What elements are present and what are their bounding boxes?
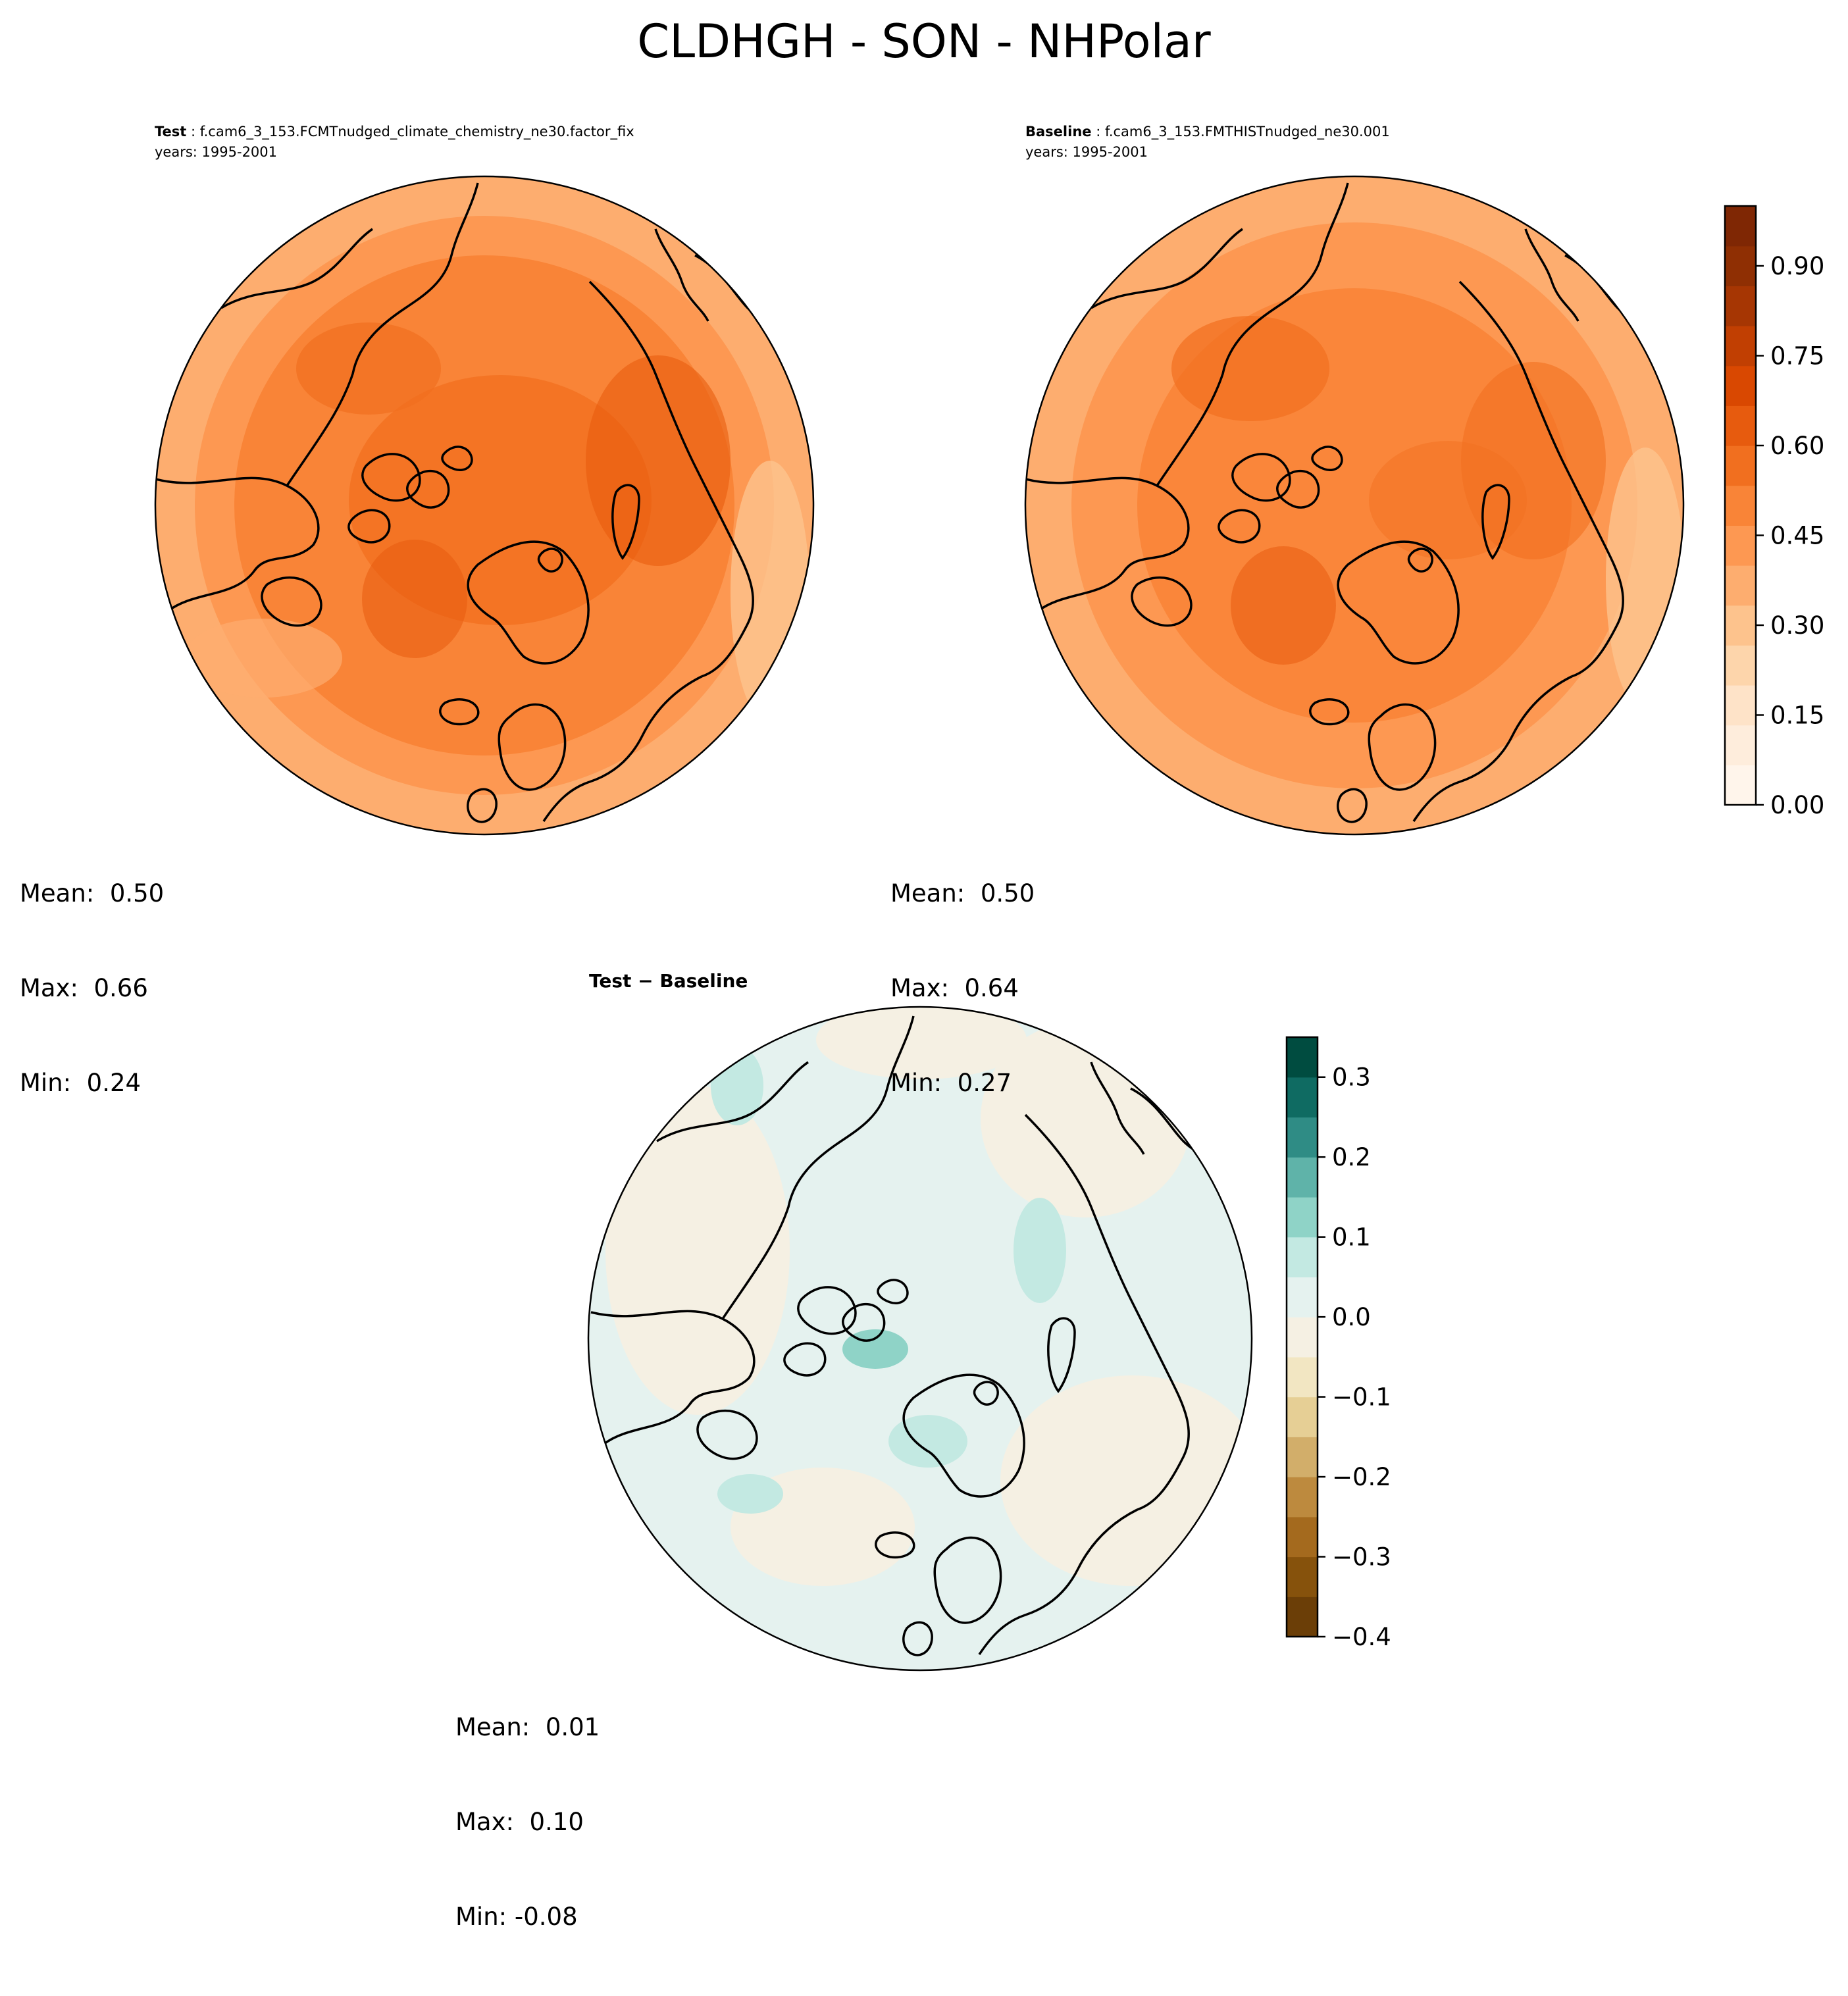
figure-title: CLDHGH - SON - NHPolar (637, 14, 1211, 68)
colorbar-difference-swatch (1287, 1237, 1318, 1277)
colorbar-main-swatch (1725, 685, 1756, 726)
colorbar-main-swatch (1725, 245, 1756, 286)
colorbar-main-tick-label: 0.90 (1770, 252, 1824, 280)
colorbar-main-tick-label: 0.45 (1770, 522, 1824, 550)
figure: CLDHGH - SON - NHPolar Test : f.cam6_3_1… (20, 14, 1824, 1931)
test-min: Min: 0.24 (20, 1069, 141, 1097)
colorbar-main-swatch (1725, 725, 1756, 765)
colorbar-main-tick-label: 0.15 (1770, 702, 1824, 730)
baseline-stats: Mean: 0.50 Max: 0.64 Min: 0.27 (890, 815, 1035, 1162)
colorbar-main-swatch (1725, 485, 1756, 526)
colorbar-main-swatch (1725, 405, 1756, 446)
colorbar-main-swatch (1725, 446, 1756, 486)
difference-stats: Mean: 0.01 Max: 0.10 Min: -0.08 (455, 1649, 600, 1996)
colorbar-difference-tick-label: −0.4 (1332, 1623, 1391, 1651)
colorbar-difference-swatch (1287, 1477, 1318, 1518)
colorbar-difference-swatch (1287, 1277, 1318, 1318)
colorbar-main-swatch (1725, 605, 1756, 646)
colorbar-difference-swatch (1287, 1597, 1318, 1637)
colorbar-difference-tick-label: −0.3 (1332, 1543, 1391, 1572)
colorbar-main-frame (1724, 205, 1757, 806)
colorbar-difference-tick-label: 0.1 (1332, 1223, 1371, 1252)
difference-title: Test − Baseline (589, 970, 748, 992)
colorbar-difference-tick-label: −0.1 (1332, 1383, 1391, 1412)
test-label-bold: Test (155, 124, 187, 140)
colorbar-difference-swatch (1287, 1516, 1318, 1558)
test-stats: Mean: 0.50 Max: 0.66 Min: 0.24 (20, 815, 164, 1162)
colorbar-difference-swatch (1287, 1037, 1318, 1078)
test-case-name: f.cam6_3_153.FCMTnudged_climate_chemistr… (199, 124, 634, 140)
colorbar-difference-tick-label: 0.3 (1332, 1063, 1371, 1092)
baseline-mean: Mean: 0.50 (890, 879, 1035, 908)
colorbar-difference-swatch (1287, 1117, 1318, 1158)
difference-max: Max: 0.10 (455, 1808, 584, 1836)
test-years: years: 1995-2001 (155, 144, 278, 160)
colorbar-main-swatch (1725, 206, 1756, 247)
test-max: Max: 0.66 (20, 974, 148, 1002)
colorbar-main-swatch (1725, 525, 1756, 566)
colorbar-main-swatch (1725, 565, 1756, 606)
difference-min: Min: -0.08 (455, 1903, 578, 1931)
colorbar-main-tick-label: 0.30 (1770, 611, 1824, 640)
colorbar-difference-swatch (1287, 1556, 1318, 1597)
colorbar-main-tick-label: 0.60 (1770, 432, 1824, 460)
test-map (154, 175, 815, 836)
colorbar-difference-swatch (1287, 1317, 1318, 1358)
colorbar-difference-swatch (1287, 1077, 1318, 1118)
baseline-min: Min: 0.27 (890, 1069, 1012, 1097)
colorbar-difference-swatch (1287, 1157, 1318, 1198)
colorbar-main-swatch (1725, 365, 1756, 406)
colorbar-difference-tick-label: 0.2 (1332, 1143, 1371, 1171)
colorbar-main-swatch (1725, 765, 1756, 806)
colorbar-difference-frame (1285, 1036, 1319, 1638)
baseline-years: years: 1995-2001 (1025, 144, 1148, 160)
colorbar-main-tick-label: 0.75 (1770, 342, 1824, 371)
colorbar-main-swatch (1725, 326, 1756, 367)
colorbar-main-swatch (1725, 645, 1756, 686)
colorbar-difference-tick-label: −0.2 (1332, 1463, 1391, 1491)
colorbar-difference-tick-label: 0.0 (1332, 1303, 1371, 1331)
baseline-map (1024, 175, 1685, 836)
difference-mean: Mean: 0.01 (455, 1713, 600, 1741)
colorbar-difference: 0.3 0.2 0.1 0.0 −0.1 −0.2 −0.3 −0.4 (1285, 1036, 1391, 1651)
baseline-label-bold: Baseline (1025, 124, 1092, 140)
baseline-max: Max: 0.64 (890, 974, 1019, 1002)
maps-canvas: 0.000.150.300.450.600.750.90 0.30.20.10.… (154, 175, 1824, 1672)
colorbar-difference-swatch (1287, 1356, 1318, 1398)
test-case-label: Test : f.cam6_3_153.FCMTnudged_climate_c… (155, 124, 634, 160)
colorbar-main: 0.00 0.15 0.30 0.45 0.60 0.75 0.90 (1724, 205, 1824, 819)
test-mean: Mean: 0.50 (20, 879, 165, 908)
colorbar-main-tick-label: 0.00 (1770, 791, 1824, 819)
baseline-case-name: f.cam6_3_153.FMTHISTnudged_ne30.001 (1104, 124, 1390, 140)
colorbar-main-swatch (1725, 286, 1756, 326)
colorbar-difference-swatch (1287, 1196, 1318, 1238)
colorbar-difference-swatch (1287, 1396, 1318, 1437)
baseline-case-label: Baseline : f.cam6_3_153.FMTHISTnudged_ne… (1025, 124, 1390, 160)
colorbar-difference-swatch (1287, 1437, 1318, 1477)
